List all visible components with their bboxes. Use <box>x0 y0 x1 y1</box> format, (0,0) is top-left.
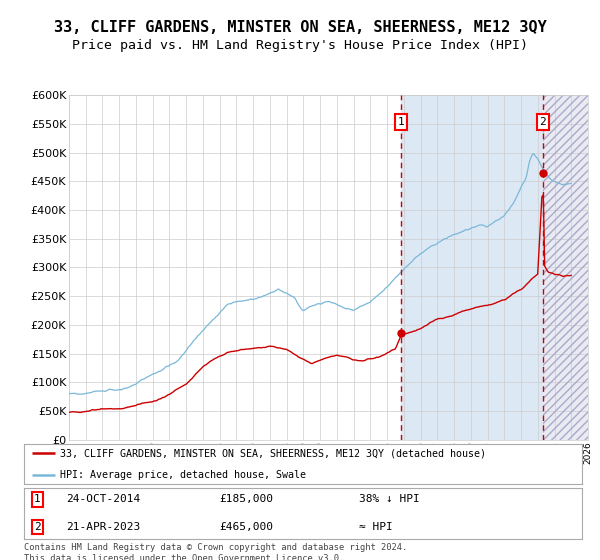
Text: 2: 2 <box>539 117 547 127</box>
Bar <box>543 95 600 440</box>
Text: £185,000: £185,000 <box>220 494 273 505</box>
Text: 1: 1 <box>34 494 41 505</box>
Text: HPI: Average price, detached house, Swale: HPI: Average price, detached house, Swal… <box>60 470 306 479</box>
Text: £465,000: £465,000 <box>220 522 273 532</box>
Text: 24-OCT-2014: 24-OCT-2014 <box>66 494 140 505</box>
Text: ≈ HPI: ≈ HPI <box>359 522 392 532</box>
Text: 1: 1 <box>397 117 404 127</box>
Text: 33, CLIFF GARDENS, MINSTER ON SEA, SHEERNESS, ME12 3QY (detached house): 33, CLIFF GARDENS, MINSTER ON SEA, SHEER… <box>60 449 486 458</box>
Bar <box>543 95 600 440</box>
Text: 21-APR-2023: 21-APR-2023 <box>66 522 140 532</box>
Text: Price paid vs. HM Land Registry's House Price Index (HPI): Price paid vs. HM Land Registry's House … <box>72 39 528 52</box>
Text: 2: 2 <box>34 522 41 532</box>
Text: 33, CLIFF GARDENS, MINSTER ON SEA, SHEERNESS, ME12 3QY: 33, CLIFF GARDENS, MINSTER ON SEA, SHEER… <box>53 20 547 35</box>
Text: 38% ↓ HPI: 38% ↓ HPI <box>359 494 419 505</box>
Bar <box>401 95 543 440</box>
Text: Contains HM Land Registry data © Crown copyright and database right 2024.
This d: Contains HM Land Registry data © Crown c… <box>24 543 407 560</box>
